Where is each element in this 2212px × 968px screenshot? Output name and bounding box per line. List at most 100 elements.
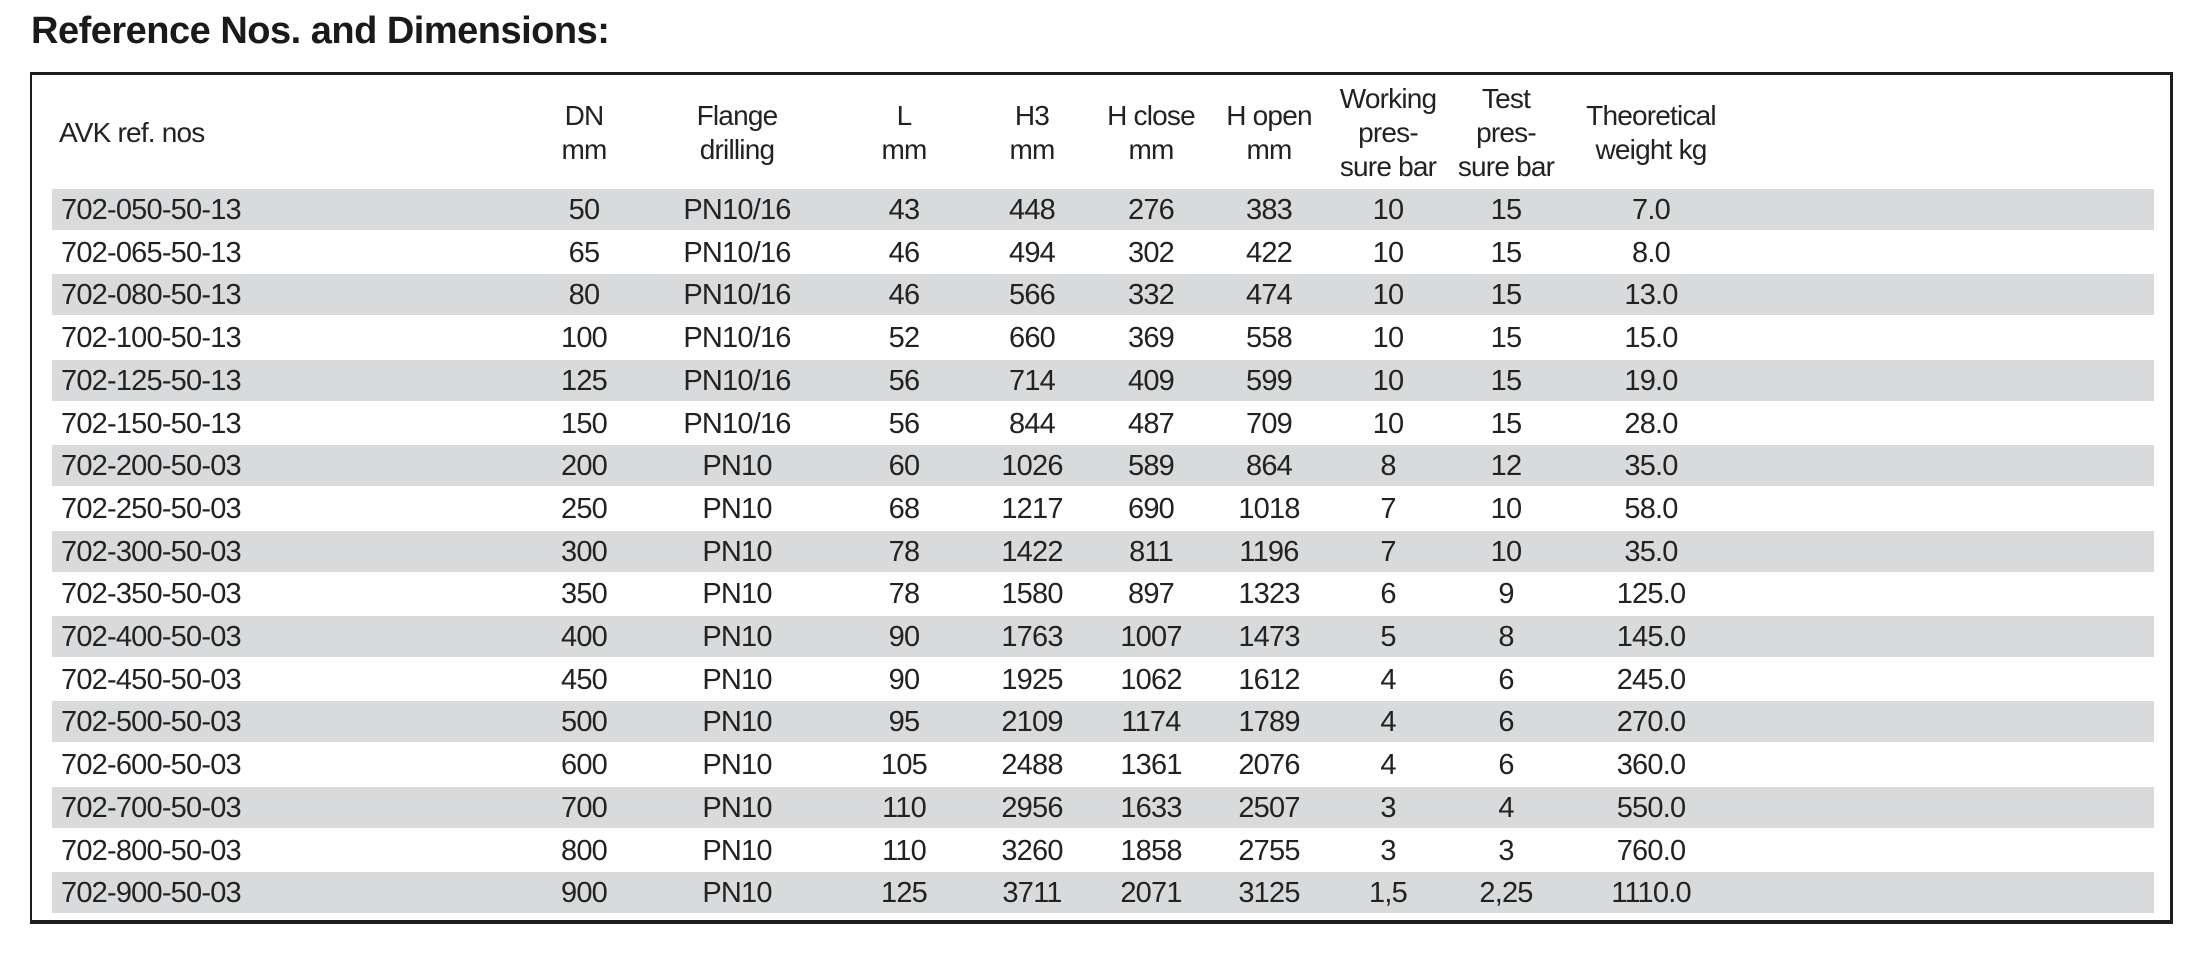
cell-h3: 1580 (1001, 578, 1063, 611)
header-h3: H3 mm (1009, 99, 1055, 165)
header-weight: Theoretical weight kg (1586, 99, 1717, 165)
cell-h-open: 2076 (1238, 749, 1300, 782)
cell-dn: 900 (561, 877, 608, 910)
cell-flange-drilling: PN10/16 (683, 322, 791, 355)
cell-weight: 15.0 (1624, 322, 1678, 355)
cell-ref-no: 702-300-50-03 (61, 535, 242, 568)
cell-h-close: 1858 (1120, 834, 1182, 867)
cell-dn: 350 (561, 578, 608, 611)
cell-working-pressure: 3 (1380, 834, 1396, 867)
cell-weight: 550.0 (1616, 791, 1686, 824)
cell-h-close: 690 (1128, 492, 1175, 525)
cell-working-pressure: 10 (1372, 322, 1404, 355)
cell-flange-drilling: PN10 (702, 791, 772, 824)
cell-ref-no: 702-800-50-03 (61, 834, 242, 867)
cell-flange-drilling: PN10 (702, 535, 772, 568)
cell-dn: 450 (561, 663, 608, 696)
cell-working-pressure: 1,5 (1369, 877, 1408, 910)
cell-h-close: 2071 (1120, 877, 1182, 910)
cell-test-pressure: 10 (1490, 535, 1522, 568)
cell-weight: 245.0 (1616, 663, 1686, 696)
table-row: 702-350-50-03 350 PN10 78 1580 897 1323 6 9 125.0 (52, 573, 2154, 614)
cell-l: 90 (888, 621, 920, 653)
cell-flange-drilling: PN10 (702, 877, 772, 910)
cell-ref-no: 702-080-50-13 (61, 279, 242, 312)
cell-l: 110 (882, 834, 927, 867)
cell-h-open: 422 (1246, 236, 1293, 269)
cell-working-pressure: 3 (1380, 791, 1396, 824)
cell-test-pressure: 15 (1490, 279, 1522, 312)
table-row: 702-900-50-03 900 PN10 125 3711 2071 3125 1,5 2,… (52, 872, 2154, 914)
cell-h3: 1925 (1001, 663, 1063, 696)
cell-h-open: 1323 (1238, 578, 1300, 611)
cell-dn: 400 (561, 621, 608, 653)
cell-weight: 7.0 (1632, 194, 1671, 226)
cell-h-open: 864 (1246, 450, 1293, 483)
cell-h-close: 487 (1128, 407, 1175, 440)
cell-h-close: 811 (1129, 535, 1174, 568)
cell-h-open: 558 (1246, 322, 1293, 355)
cell-flange-drilling: PN10 (702, 450, 772, 483)
cell-h3: 1026 (1001, 450, 1063, 483)
cell-h3: 1217 (1001, 492, 1063, 525)
cell-h-close: 1007 (1120, 621, 1182, 653)
header-test-pressure: Test pres- sure bar (1457, 82, 1555, 182)
header-ref-no: AVK ref. nos (59, 116, 205, 148)
cell-working-pressure: 10 (1372, 279, 1404, 312)
cell-working-pressure: 7 (1380, 535, 1396, 568)
cell-ref-no: 702-700-50-03 (61, 791, 242, 824)
cell-test-pressure: 15 (1490, 364, 1522, 397)
cell-test-pressure: 6 (1498, 663, 1514, 696)
table-row: 702-500-50-03 500 PN10 95 2109 1174 1789 4 6 270.… (52, 701, 2154, 743)
table-row: 702-800-50-03 800 PN10 110 3260 1858 2755 3 3 760… (52, 830, 2154, 871)
cell-flange-drilling: PN10 (702, 834, 772, 867)
cell-h3: 3711 (1002, 877, 1062, 910)
cell-h3: 2956 (1001, 791, 1063, 824)
cell-flange-drilling: PN10 (702, 578, 772, 611)
cell-dn: 80 (568, 279, 600, 312)
cell-h-open: 709 (1246, 407, 1293, 440)
cell-test-pressure: 9 (1498, 578, 1514, 611)
table-row: 702-065-50-13 65 PN10/16 46 494 302 422 10 15 8.0 (52, 232, 2154, 273)
cell-l: 78 (888, 578, 920, 611)
cell-l: 125 (881, 877, 928, 910)
cell-working-pressure: 10 (1372, 194, 1404, 226)
cell-l: 105 (881, 749, 928, 782)
cell-weight: 125.0 (1616, 578, 1686, 611)
cell-h-open: 1018 (1238, 492, 1300, 525)
cell-dn: 250 (561, 492, 608, 525)
cell-h3: 566 (1009, 279, 1056, 312)
cell-h-open: 1789 (1238, 706, 1300, 739)
cell-ref-no: 702-400-50-03 (61, 621, 242, 653)
cell-h3: 1763 (1001, 621, 1063, 653)
cell-h-open: 474 (1246, 279, 1293, 312)
cell-h-close: 1361 (1120, 749, 1182, 782)
cell-l: 52 (888, 322, 920, 355)
cell-test-pressure: 15 (1490, 322, 1522, 355)
cell-weight: 760.0 (1616, 834, 1686, 867)
header-h-close: H close mm (1107, 99, 1196, 165)
table-row: 702-700-50-03 700 PN10 110 2956 1633 2507 3 4 550… (52, 786, 2154, 828)
cell-l: 60 (888, 450, 920, 483)
cell-flange-drilling: PN10/16 (683, 407, 791, 440)
cell-h-open: 2755 (1238, 834, 1300, 867)
cell-h-close: 369 (1128, 322, 1175, 355)
cell-test-pressure: 15 (1490, 236, 1522, 269)
table-row: 702-125-50-13 125 PN10/16 56 714 409 599 10 15 19… (52, 359, 2154, 401)
cell-h-close: 1062 (1120, 663, 1182, 696)
cell-h3: 660 (1009, 322, 1056, 355)
cell-flange-drilling: PN10 (702, 706, 772, 739)
cell-weight: 13.0 (1624, 279, 1678, 312)
cell-ref-no: 702-200-50-03 (61, 450, 242, 483)
cell-flange-drilling: PN10 (702, 663, 772, 696)
cell-ref-no: 702-065-50-13 (61, 236, 242, 269)
cell-h3: 2488 (1001, 749, 1063, 782)
cell-h3: 2109 (1001, 706, 1063, 739)
cell-dn: 100 (561, 322, 608, 355)
cell-l: 110 (882, 791, 927, 824)
cell-ref-no: 702-600-50-03 (61, 749, 242, 782)
cell-working-pressure: 4 (1380, 663, 1396, 696)
cell-h-open: 3125 (1238, 877, 1300, 910)
cell-weight: 270.0 (1616, 706, 1686, 739)
cell-ref-no: 702-150-50-13 (61, 407, 242, 440)
